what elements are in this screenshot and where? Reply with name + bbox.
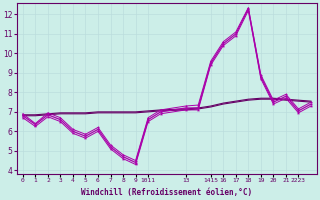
X-axis label: Windchill (Refroidissement éolien,°C): Windchill (Refroidissement éolien,°C) [81,188,252,197]
